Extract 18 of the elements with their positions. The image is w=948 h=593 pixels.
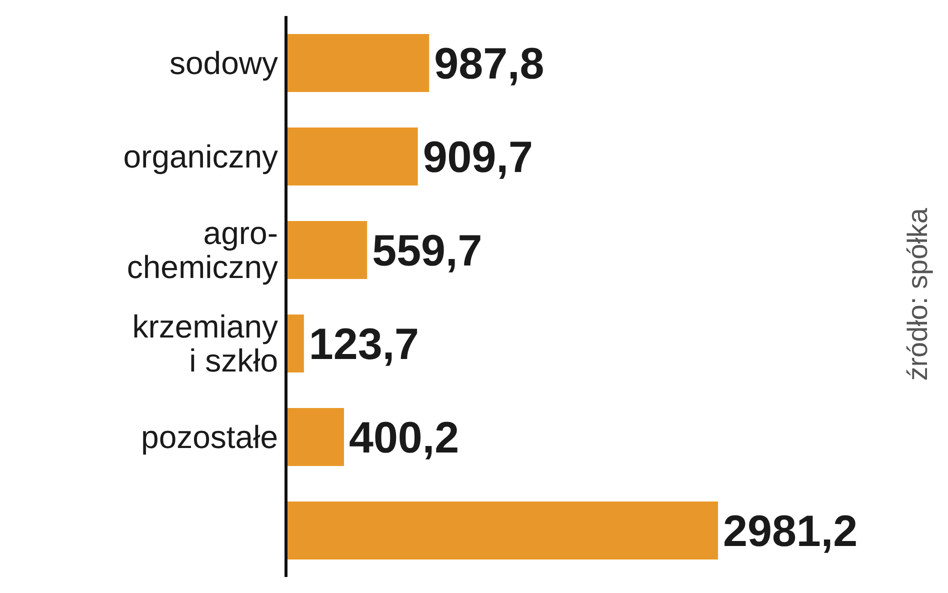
bar (286, 128, 418, 186)
data-label: 987,8 (434, 40, 544, 89)
bar (286, 408, 344, 466)
data-label: 909,7 (422, 133, 533, 182)
data-label: 2981,2 (723, 507, 858, 556)
data-label: 123,7 (308, 320, 420, 370)
bar (286, 502, 718, 560)
y-tick-label: organiczny (123, 138, 278, 174)
bar (286, 34, 430, 92)
data-label: 559,7 (372, 226, 482, 276)
y-tick-label: agro- chemiczny (126, 214, 278, 285)
y-tick-label: pozostałe (141, 418, 278, 455)
y-tick-label: sodowy (170, 44, 278, 81)
y-tick-label: krzemiany i szkło (132, 308, 278, 378)
data-label: 400,2 (348, 414, 460, 463)
text: źródło: spółka (902, 208, 934, 381)
bar (286, 221, 368, 279)
bar (286, 314, 304, 372)
